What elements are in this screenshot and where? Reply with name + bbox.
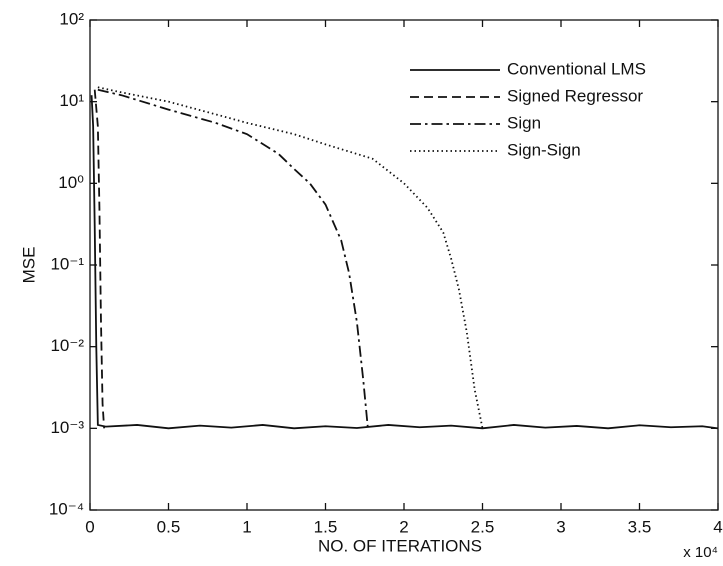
legend-label: Signed Regressor xyxy=(507,86,643,105)
x-tick-label: 1 xyxy=(242,517,251,536)
x-axis-label: NO. OF ITERATIONS xyxy=(318,536,482,555)
y-tick-label: 10⁰ xyxy=(58,173,84,192)
series-line xyxy=(92,95,718,428)
y-tick-label: 10⁻¹ xyxy=(50,254,84,273)
x-tick-label: 0.5 xyxy=(157,517,181,536)
x-tick-label: 2 xyxy=(399,517,408,536)
y-tick-label: 10⁻⁴ xyxy=(49,499,84,518)
y-tick-label: 10⁻² xyxy=(50,336,84,355)
x-tick-label: 3 xyxy=(556,517,565,536)
x-tick-label: 4 xyxy=(713,517,722,536)
y-axis-label: MSE xyxy=(19,247,38,284)
series-line xyxy=(98,87,483,428)
legend-label: Conventional LMS xyxy=(507,59,646,78)
chart: NO. OF ITERATIONS MSE x 10⁴ 0 0.5 1 1.5 2 2.5… xyxy=(0,0,723,566)
legend-label: Sign-Sign xyxy=(507,140,581,159)
x-tick-label: 0 xyxy=(85,517,94,536)
x-tick-label: 1.5 xyxy=(314,517,338,536)
series-line xyxy=(98,90,368,429)
x-multiplier: x 10⁴ xyxy=(683,544,718,561)
x-tick-label: 3.5 xyxy=(628,517,652,536)
y-tick-label: 10² xyxy=(59,9,84,28)
x-tick-label: 2.5 xyxy=(471,517,495,536)
legend-label: Sign xyxy=(507,113,541,132)
y-tick-label: 10¹ xyxy=(59,91,84,110)
y-tick-label: 10⁻³ xyxy=(50,418,84,437)
